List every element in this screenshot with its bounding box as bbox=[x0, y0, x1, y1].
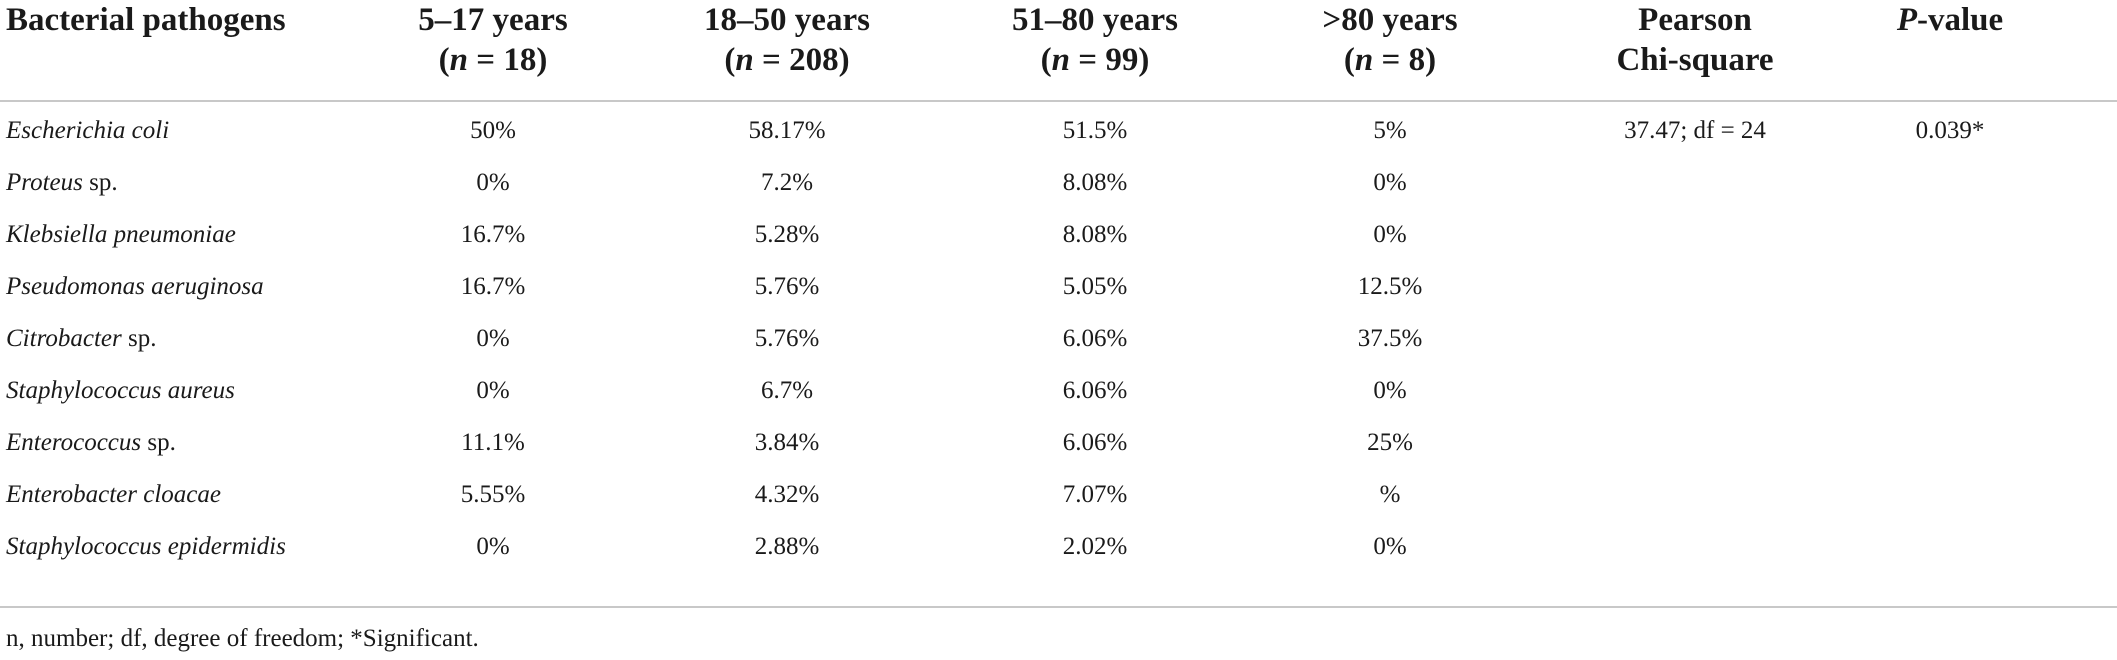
table-footnote: n, number; df, degree of freedom; *Signi… bbox=[6, 625, 479, 652]
pathogen-genus: Enterococcus bbox=[6, 429, 142, 456]
chi-square-cell: 37.47; df = 24 bbox=[1624, 117, 1766, 144]
pathogen-genus: Citrobacter bbox=[6, 325, 122, 352]
bottom-rule bbox=[0, 606, 2117, 608]
percentage-cell: 0% bbox=[1373, 533, 1407, 560]
pathogen-genus: Staphylococcus aureus bbox=[6, 377, 235, 404]
header-age-51-80: 51–80 years (n = 99) bbox=[1012, 2, 1178, 78]
percentage-cell: 25% bbox=[1367, 429, 1413, 456]
pathogen-genus: Staphylococcus epidermidis bbox=[6, 533, 286, 560]
percentage-cell: 6.7% bbox=[760, 377, 814, 404]
percentage-cell: 6.06% bbox=[1062, 377, 1128, 404]
percentage-cell: 6.06% bbox=[1062, 325, 1128, 352]
percentage-cell: 2.02% bbox=[1062, 533, 1128, 560]
pathogen-genus: Enterobacter cloacae bbox=[6, 481, 221, 508]
header-pearson-chi-square: Pearson Chi-square bbox=[1616, 2, 1774, 78]
percentage-cell: 37.5% bbox=[1357, 325, 1423, 352]
percentage-cell: 50% bbox=[470, 117, 516, 144]
percentage-cell: 5.76% bbox=[754, 273, 820, 300]
pathogen-name: Klebsiella pneumoniae bbox=[6, 220, 236, 250]
percentage-cell: 0% bbox=[1373, 377, 1407, 404]
percentage-cell: 8.08% bbox=[1062, 221, 1128, 248]
header-age-18-50: 18–50 years (n = 208) bbox=[704, 2, 870, 78]
pathogen-name: Proteus sp. bbox=[6, 168, 118, 198]
percentage-cell: 58.17% bbox=[748, 117, 826, 144]
percentage-cell: 8.08% bbox=[1062, 169, 1128, 196]
pathogen-genus: Klebsiella pneumoniae bbox=[6, 221, 236, 248]
pathogen-name: Citrobacter sp. bbox=[6, 324, 156, 354]
header-age-5-17: 5–17 years (n = 18) bbox=[418, 2, 568, 78]
percentage-cell: 16.7% bbox=[460, 273, 526, 300]
pathogen-genus: Proteus bbox=[6, 169, 83, 196]
pathogen-suffix: sp. bbox=[82, 169, 118, 196]
percentage-cell: 5% bbox=[1373, 117, 1407, 144]
percentage-cell: 5.76% bbox=[754, 325, 820, 352]
pathogen-genus: Escherichia coli bbox=[6, 117, 170, 144]
header-p-value: P-value bbox=[1896, 2, 2004, 38]
percentage-cell: 4.32% bbox=[754, 481, 820, 508]
percentage-cell: 7.07% bbox=[1062, 481, 1128, 508]
percentage-cell: 0% bbox=[1373, 169, 1407, 196]
percentage-cell: 3.84% bbox=[754, 429, 820, 456]
percentage-cell: 16.7% bbox=[460, 221, 526, 248]
percentage-cell: 11.1% bbox=[461, 429, 525, 456]
percentage-cell: 12.5% bbox=[1357, 273, 1423, 300]
percentage-cell: 5.05% bbox=[1062, 273, 1128, 300]
percentage-cell: 5.55% bbox=[460, 481, 526, 508]
pathogen-name: Pseudomonas aeruginosa bbox=[6, 272, 264, 302]
percentage-cell: 0% bbox=[1373, 221, 1407, 248]
percentage-cell: 51.5% bbox=[1062, 117, 1128, 144]
percentage-cell: 0% bbox=[476, 169, 510, 196]
p-value-cell: 0.039* bbox=[1915, 117, 1985, 144]
header-bacterial-pathogens: Bacterial pathogens bbox=[6, 2, 286, 38]
pathogen-suffix: sp. bbox=[121, 325, 157, 352]
pathogen-name: Enterobacter cloacae bbox=[6, 480, 221, 510]
header-age-over-80: >80 years (n = 8) bbox=[1322, 2, 1458, 78]
pathogen-suffix: sp. bbox=[141, 429, 176, 456]
pathogen-name: Staphylococcus epidermidis bbox=[6, 532, 286, 562]
percentage-cell: 0% bbox=[476, 325, 510, 352]
pathogen-name: Escherichia coli bbox=[6, 116, 169, 146]
percentage-cell: 2.88% bbox=[754, 533, 820, 560]
percentage-cell: 5.28% bbox=[754, 221, 820, 248]
percentage-cell: 7.2% bbox=[760, 169, 814, 196]
pathogen-genus: Pseudomonas aeruginosa bbox=[6, 273, 264, 300]
pathogen-name: Enterococcus sp. bbox=[6, 428, 176, 458]
header-rule bbox=[0, 100, 2117, 102]
percentage-cell: 6.06% bbox=[1062, 429, 1128, 456]
percentage-cell: % bbox=[1379, 481, 1401, 508]
percentage-cell: 0% bbox=[476, 533, 510, 560]
pathogen-name: Staphylococcus aureus bbox=[6, 376, 235, 406]
percentage-cell: 0% bbox=[476, 377, 510, 404]
